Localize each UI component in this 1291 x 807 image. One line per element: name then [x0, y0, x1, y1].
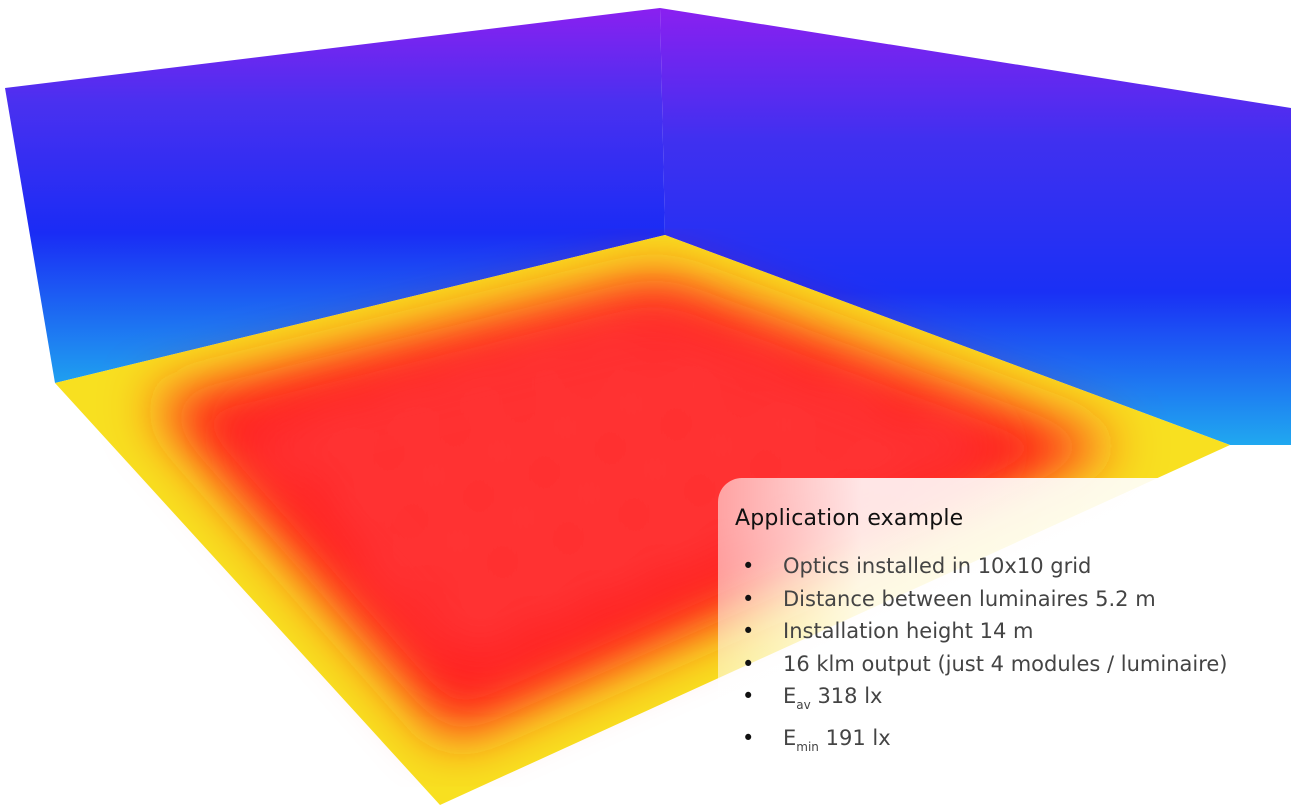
item-text: 191 lx — [825, 725, 891, 750]
panel-title: Application example — [735, 506, 964, 531]
symbol: E — [783, 725, 797, 750]
bullet-item: 16 klm output (just 4 modules / luminair… — [718, 648, 1253, 681]
item-text: Distance between luminaires 5.2 m — [783, 586, 1156, 611]
item-text: 16 klm output (just 4 modules / luminair… — [783, 651, 1228, 676]
right-wall — [660, 8, 1291, 445]
bullet-item: Optics installed in 10x10 grid — [718, 550, 1253, 583]
left-wall — [5, 8, 665, 383]
item-text: 318 lx — [817, 684, 883, 708]
bullet-item: Distance between luminaires 5.2 m — [718, 583, 1253, 616]
item-text: Installation height 14 m — [783, 619, 1034, 643]
info-panel: Application example Optics installed in … — [718, 478, 1291, 807]
subscript: min — [796, 739, 819, 754]
symbol: E — [783, 684, 797, 708]
floor-pattern — [230, 310, 1020, 680]
subscript: av — [796, 698, 811, 712]
bullet-item: Eav 318 lx — [718, 680, 1253, 722]
item-text: Optics installed in 10x10 grid — [783, 554, 1092, 578]
bullet-list: Optics installed in 10x10 grid Distance b… — [718, 550, 1291, 763]
bullet-item: Installation height 14 m — [718, 615, 1253, 648]
bullet-item: Emin 191 lx — [718, 722, 1253, 764]
